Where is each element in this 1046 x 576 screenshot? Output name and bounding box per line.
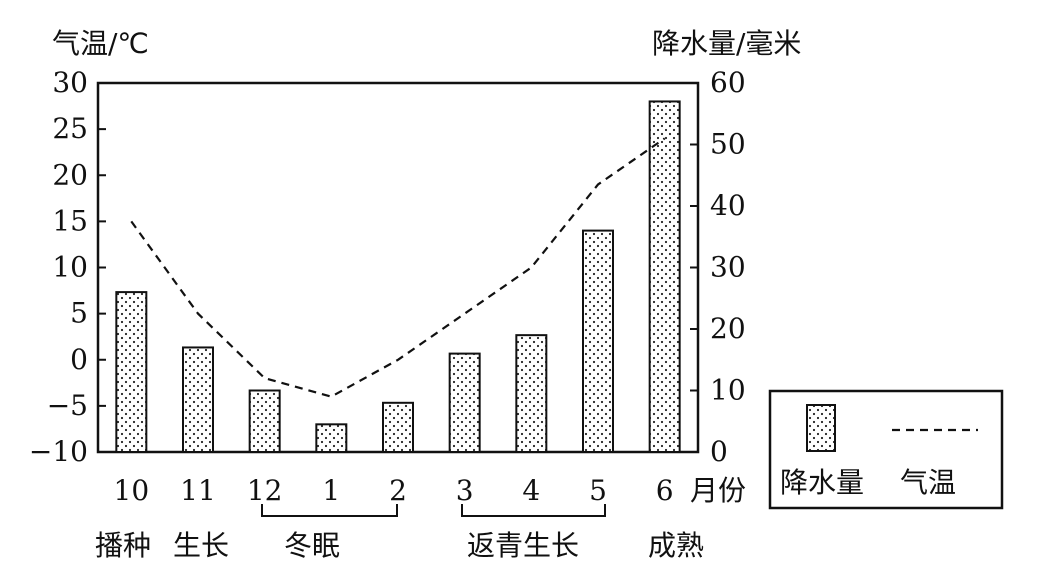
y-left-tick-label: 0 xyxy=(70,343,88,376)
stage-bracket-regreen xyxy=(461,504,606,517)
y-left-tick-label: −10 xyxy=(29,435,88,468)
x-tick-label: 10 xyxy=(114,474,150,507)
bar-6 xyxy=(648,100,681,453)
stage-label-sowing: 播种 xyxy=(95,529,151,562)
x-tick-label: 1 xyxy=(322,474,340,507)
series-line-气温 xyxy=(130,137,666,398)
y-left-tick-label: 30 xyxy=(52,66,88,99)
y-right-tick-label: 0 xyxy=(710,435,728,468)
x-tick-label: 2 xyxy=(389,474,407,507)
y-right-tick-label: 60 xyxy=(710,66,746,99)
stage-label-mature: 成熟 xyxy=(648,529,704,562)
y-left-tick-label: 10 xyxy=(52,251,88,284)
y-left-axis-label: 气温/℃ xyxy=(52,27,149,60)
x-tick-label: 4 xyxy=(522,474,540,507)
y-left-tick-label: −5 xyxy=(47,389,88,422)
y-left-tick-label: 20 xyxy=(52,158,88,191)
bar-3 xyxy=(448,352,481,454)
stage-label-dormancy: 冬眠 xyxy=(284,529,340,562)
stage-label-regreen: 返青生长 xyxy=(467,529,579,562)
x-tick-label: 11 xyxy=(180,474,216,507)
x-tick-label: 5 xyxy=(589,474,607,507)
y-right-tick-label: 10 xyxy=(710,374,746,407)
legend-bar-swatch xyxy=(806,404,836,452)
legend-label-temperature: 气温 xyxy=(900,466,956,499)
y-left-tick-label: 5 xyxy=(70,297,88,330)
y-right-tick-label: 30 xyxy=(710,251,746,284)
y-right-tick-label: 40 xyxy=(710,189,746,222)
y-right-tick-label: 50 xyxy=(710,128,746,161)
bar-12 xyxy=(248,389,281,453)
legend: 降水量 气温 xyxy=(768,389,1004,510)
bar-4 xyxy=(515,334,548,453)
bar-2 xyxy=(382,401,414,453)
bar-10 xyxy=(115,291,148,453)
y-right-axis-label: 降水量/毫米 xyxy=(652,27,801,60)
stage-label-growth: 生长 xyxy=(173,529,229,562)
legend-label-precipitation: 降水量 xyxy=(780,466,864,499)
x-tick-label: 12 xyxy=(247,474,283,507)
y-left-tick-label: 15 xyxy=(52,204,88,237)
x-axis-unit-label: 月份 xyxy=(690,474,746,507)
x-tick-label: 3 xyxy=(456,474,474,507)
bar-1 xyxy=(315,423,348,454)
stage-bracket-dormancy xyxy=(261,504,398,517)
x-tick-label: 6 xyxy=(656,474,674,507)
bar-5 xyxy=(582,229,614,453)
y-right-tick-label: 20 xyxy=(710,312,746,345)
legend-box xyxy=(768,389,1004,510)
bar-11 xyxy=(182,346,214,454)
y-left-tick-label: 25 xyxy=(52,112,88,145)
